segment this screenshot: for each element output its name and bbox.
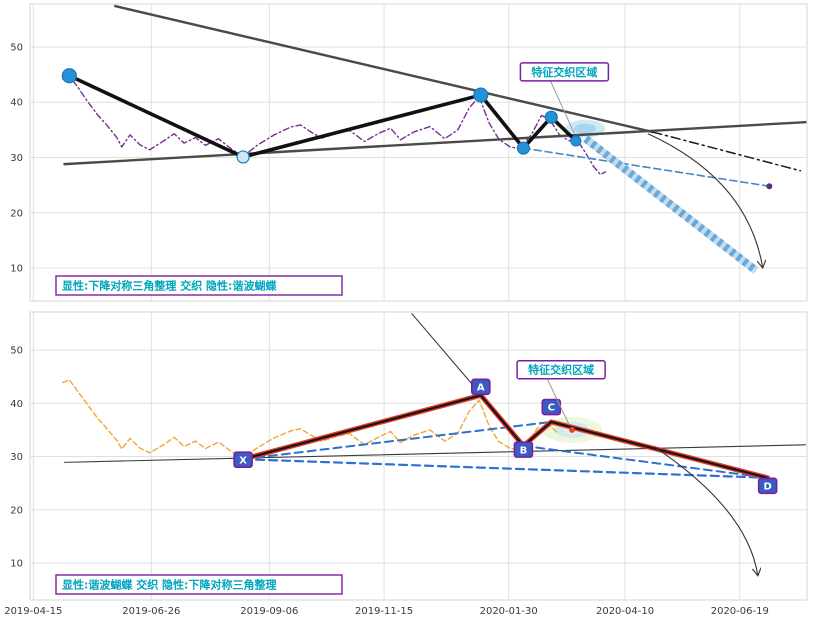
annotation-text: 特征交织区域 [531, 65, 597, 79]
price-line [62, 379, 559, 459]
projection-curve [647, 133, 763, 268]
pivot-marker [236, 150, 250, 164]
upper-trendline [114, 4, 655, 134]
node-box-D [757, 477, 778, 495]
pivot-marker [516, 141, 531, 155]
annotation-text: 特征交织区域 [528, 363, 594, 377]
upper-trendline-extension [652, 131, 802, 172]
bottom-panel-chart: 10 20 30 40 50 2019-04-15 2019-06-26 2019-09-06… [0, 308, 813, 617]
pivot-marker [61, 68, 77, 84]
highlight-ellipse [574, 123, 597, 134]
annotation-box [516, 359, 606, 380]
annotation-leader [549, 80, 575, 134]
pivot-marker [570, 135, 582, 147]
bd-dashed [522, 444, 769, 479]
x-tick-label: 2019-11-15 [355, 606, 413, 617]
x-tick-label: 2020-06-19 [711, 606, 769, 617]
annotation-box [519, 62, 610, 82]
forecast-dashed [522, 147, 771, 188]
y-tick-label: 20 [10, 505, 23, 516]
x-tick-label: 2020-01-30 [480, 606, 538, 617]
annotation-leader [546, 378, 570, 426]
y-tick-label: 10 [10, 264, 23, 275]
node-box-B [513, 441, 534, 458]
y-tick-label: 40 [10, 399, 23, 410]
lower-trendline [63, 444, 806, 463]
projection-curve [654, 446, 758, 576]
lower-trendline [63, 120, 807, 166]
x-tick-label: 2019-04-15 [4, 606, 62, 617]
pattern-label-box [55, 574, 343, 595]
node-label-C: C [548, 403, 555, 414]
node-label-B: B [520, 445, 528, 456]
pivot-marker [544, 110, 558, 124]
xd-dashed [242, 458, 769, 479]
plot-border [29, 3, 808, 302]
y-tick-label: 30 [10, 452, 23, 463]
y-tick-label: 50 [10, 42, 23, 53]
forecast-dashed-end-dot [766, 183, 773, 190]
y-tick-label: 20 [10, 208, 23, 219]
y-tick-label: 30 [10, 153, 23, 164]
y-tick-label: 40 [10, 98, 23, 109]
forecast-hatched [583, 135, 759, 274]
pattern-label-box [55, 275, 343, 296]
x-tick-label: 2019-06-26 [122, 606, 180, 617]
pivot-marker [473, 87, 489, 103]
panel-bg [0, 0, 813, 308]
panel-bg [0, 308, 813, 617]
node-label-A: A [477, 382, 485, 393]
pattern-label-text: 显性:下降对称三角整理 交织 隐性:谐波蝴蝶 [62, 279, 277, 293]
y-tick-label: 10 [10, 558, 23, 569]
x-tick-label: 2019-09-06 [240, 606, 298, 617]
node-label-D: D [764, 482, 772, 493]
node-box-X [233, 451, 253, 469]
plot-border [29, 311, 808, 601]
x-tick-label: 2020-04-10 [596, 606, 654, 617]
y-tick-label: 50 [10, 346, 23, 357]
highlight-dot [569, 426, 576, 433]
node-box-A [470, 378, 491, 396]
pattern-label-text: 显性:谐波蝴蝶 交织 隐性:下降对称三角整理 [62, 578, 276, 592]
node-label-X: X [239, 455, 247, 466]
xc-dashed [242, 420, 553, 461]
